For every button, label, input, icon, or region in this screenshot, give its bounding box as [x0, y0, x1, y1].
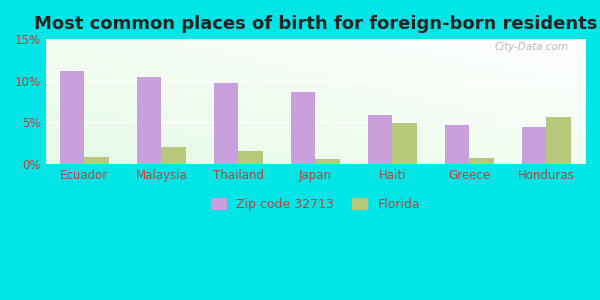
Bar [316, 159, 340, 164]
Bar [445, 125, 469, 164]
Bar [60, 71, 85, 164]
Bar [214, 83, 238, 164]
Text: City-Data.com: City-Data.com [495, 43, 569, 52]
Bar [469, 158, 494, 164]
Bar [238, 151, 263, 164]
Title: Most common places of birth for foreign-born residents: Most common places of birth for foreign-… [34, 15, 597, 33]
Bar [547, 116, 571, 164]
Bar [161, 147, 186, 164]
Bar [137, 77, 161, 164]
Legend: Zip code 32713, Florida: Zip code 32713, Florida [211, 198, 420, 211]
Bar [291, 92, 316, 164]
Bar [522, 127, 547, 164]
Bar [368, 115, 392, 164]
Bar [392, 123, 417, 164]
Bar [85, 157, 109, 164]
